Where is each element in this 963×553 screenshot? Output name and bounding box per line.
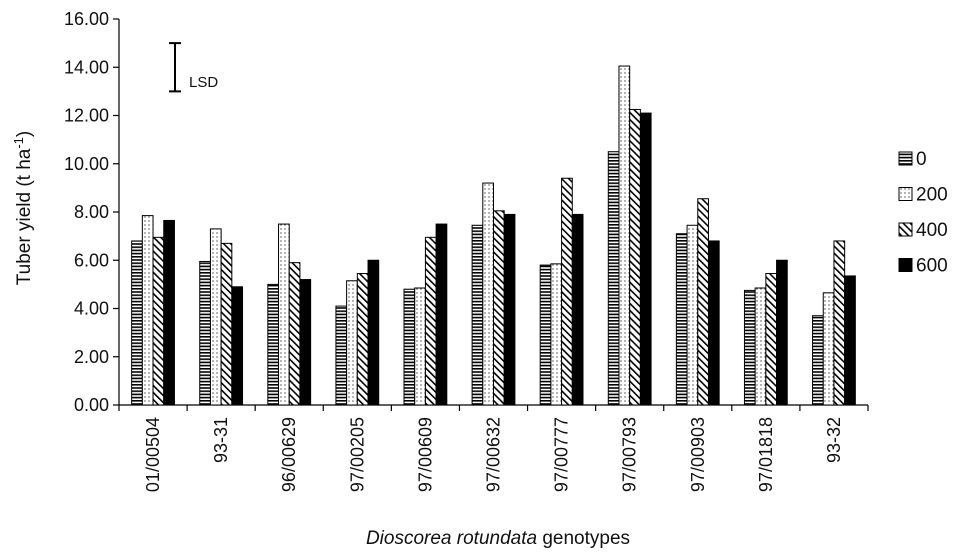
- y-tick-label: 14.00: [64, 57, 109, 77]
- bar-400-97-00205: [356, 273, 369, 406]
- bar-400-97-01818: [765, 273, 778, 406]
- y-tick-label: 10.00: [64, 154, 109, 174]
- bar-200-01-00504: [141, 215, 154, 406]
- x-tick-label: 96/00629: [279, 417, 299, 492]
- legend-swatch-400: [898, 222, 913, 237]
- legend: 0 200 400 600: [898, 149, 948, 277]
- bar-200-97-00632: [482, 182, 494, 406]
- bar-0-97-00793: [607, 151, 620, 406]
- bar-600-97-01818: [776, 259, 788, 406]
- bar-600-97-00632: [503, 213, 516, 406]
- bars: [131, 65, 856, 406]
- bar-200-97-00205: [346, 280, 358, 406]
- bar-400-97-00903: [697, 198, 709, 406]
- bar-0-97-00632: [471, 224, 484, 406]
- x-tick-label: 97/01818: [756, 417, 776, 492]
- legend-label-200: 200: [916, 185, 948, 206]
- x-tick-label: 97/00632: [484, 417, 504, 492]
- bar-200-93-32: [822, 292, 835, 406]
- bar-600-97-00777: [571, 213, 584, 406]
- bar-400-93-32: [833, 240, 846, 406]
- x-tick-label: 97/00609: [415, 417, 435, 492]
- bar-0-01-00504: [131, 240, 143, 406]
- x-tick-label: 93-31: [211, 417, 231, 463]
- bar-0-93-31: [199, 260, 211, 406]
- bar-600-97-00205: [367, 259, 380, 406]
- bar-600-93-31: [231, 286, 244, 406]
- lsd-indicator: LSD: [169, 42, 218, 93]
- bar-0-97-00903: [675, 233, 688, 406]
- y-tick-label: 6.00: [74, 250, 109, 270]
- bar-400-97-00609: [424, 236, 437, 406]
- bar-0-93-32: [812, 315, 824, 406]
- bar-0-97-00777: [539, 264, 552, 406]
- y-tick-label: 16.00: [64, 9, 109, 29]
- x-tick-labels: 01/00504 93-31 96/00629 97/00205 97/00609 97/…: [143, 417, 844, 492]
- bar-600-97-00793: [639, 112, 652, 406]
- y-tick-label: 12.00: [64, 106, 109, 126]
- x-tick-label: 97/00793: [620, 417, 640, 492]
- y-axis: 0.00 2.00 4.00 6.00 8.00 10.00 12.00 14.00 16.00: [64, 9, 120, 415]
- bar-400-93-31: [220, 242, 233, 406]
- legend-swatch-0: [898, 151, 913, 166]
- bar-400-97-00793: [629, 108, 641, 406]
- legend-label-0: 0: [916, 149, 927, 170]
- legend-label-400: 400: [916, 220, 948, 241]
- bar-600-01-00504: [163, 219, 175, 406]
- bar-200-93-31: [209, 228, 222, 406]
- y-tick-label: 0.00: [74, 395, 109, 415]
- x-tick-label: 01/00504: [143, 417, 163, 492]
- bar-200-97-00777: [550, 263, 563, 406]
- bar-600-97-00609: [435, 223, 448, 406]
- x-axis: [118, 404, 869, 411]
- x-tick-label: 93-32: [824, 417, 844, 463]
- y-tick-label: 2.00: [74, 347, 109, 367]
- x-tick-label: 97/00903: [688, 417, 708, 492]
- bar-400-96-00629: [288, 262, 301, 406]
- x-axis-title: Dioscorea rotundata genotypes: [366, 528, 630, 549]
- x-tick-label: 97/00777: [552, 417, 572, 492]
- bar-400-97-00632: [493, 210, 505, 406]
- bar-200-97-00903: [686, 224, 699, 406]
- y-tick-label: 4.00: [74, 299, 109, 319]
- bar-600-97-00903: [707, 240, 720, 406]
- bar-200-97-00609: [414, 287, 426, 406]
- legend-swatch-600: [898, 258, 913, 272]
- bar-200-96-00629: [278, 223, 290, 406]
- y-axis-title: Tuber yield (t ha-1): [11, 131, 35, 285]
- x-tick-label: 97/00205: [347, 417, 367, 492]
- bar-400-01-00504: [152, 236, 165, 406]
- bar-200-97-01818: [754, 287, 767, 406]
- bar-0-97-00609: [403, 288, 416, 406]
- bar-0-96-00629: [267, 283, 280, 406]
- bar-0-97-00205: [335, 305, 348, 406]
- bar-600-96-00629: [299, 279, 312, 406]
- lsd-label: LSD: [189, 74, 218, 91]
- bar-200-97-00793: [618, 65, 631, 406]
- y-tick-label: 8.00: [74, 202, 109, 222]
- bar-0-97-01818: [743, 289, 756, 406]
- legend-swatch-200: [898, 187, 913, 201]
- legend-label-600: 600: [916, 256, 948, 277]
- bar-400-97-00777: [561, 177, 573, 406]
- bar-600-93-32: [844, 275, 856, 406]
